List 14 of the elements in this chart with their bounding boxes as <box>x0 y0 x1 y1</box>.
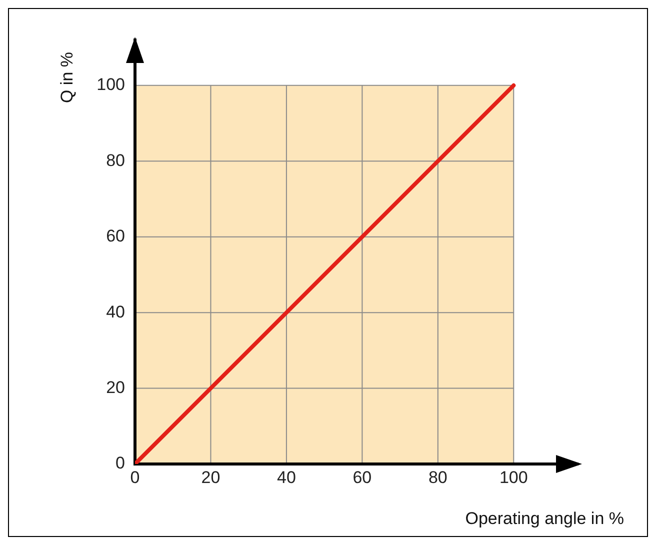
x-tick-label: 0 <box>130 468 140 487</box>
y-tick-label: 80 <box>106 150 125 170</box>
x-tick-label: 40 <box>276 468 296 487</box>
y-axis-title: Q in % <box>58 52 77 104</box>
x-tick-label: 20 <box>201 468 220 487</box>
y-tick-label: 100 <box>96 75 125 94</box>
y-tick-label: 20 <box>106 378 125 397</box>
x-tick-label: 60 <box>352 468 372 487</box>
x-tick-label: 80 <box>428 468 448 487</box>
x-tick-label: 100 <box>499 468 528 487</box>
y-tick-label: 60 <box>106 226 125 246</box>
y-tick-label: 40 <box>106 302 125 322</box>
x-axis-title: Operating angle in % <box>465 509 624 528</box>
y-tick-label: 0 <box>116 454 125 473</box>
